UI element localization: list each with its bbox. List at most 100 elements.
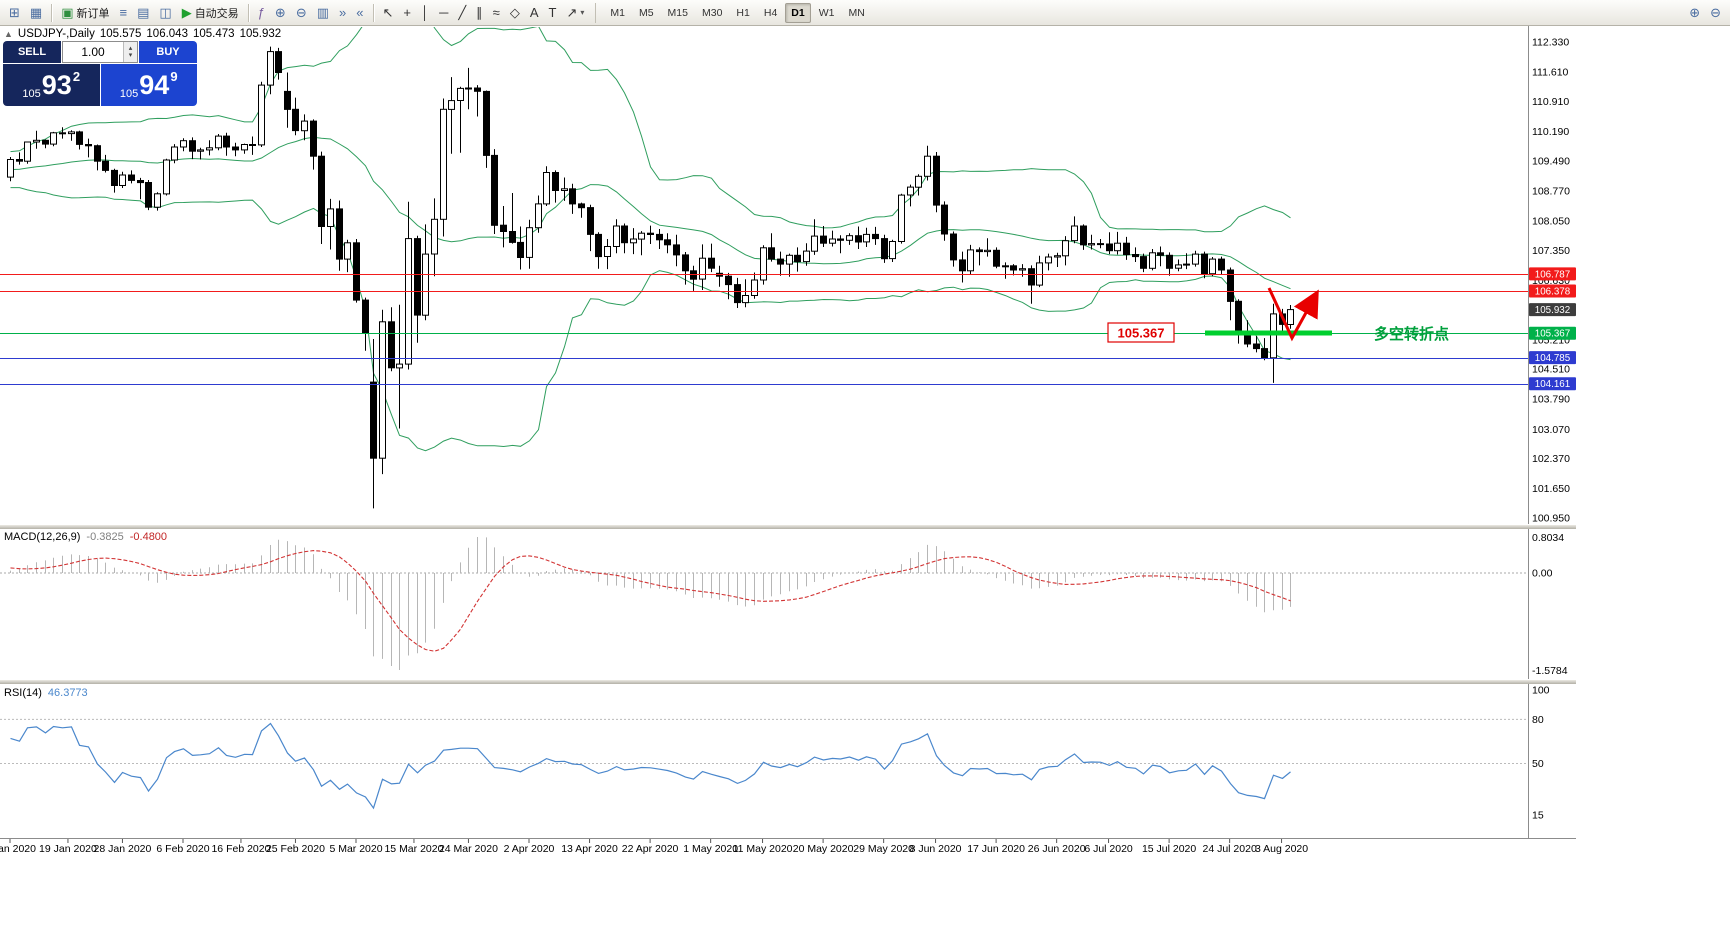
turning-point-trend-segment[interactable] bbox=[1205, 330, 1332, 336]
toolbar: ⊞ ▦ ▣ 新订单 ≡ ▤ ◫ ▶ 自动交易 ƒ ⊕ ⊖ ▥» «↖ + │ ─ ╱ ∥ ≈ ◇ A T ↗ ▾ M1 M5 M15… bbox=[0, 0, 1730, 26]
svg-text:105.932: 105.932 bbox=[1535, 305, 1570, 316]
svg-text:111.610: 111.610 bbox=[1532, 67, 1569, 79]
svg-text:103.790: 103.790 bbox=[1532, 394, 1570, 406]
svg-text:110.910: 110.910 bbox=[1532, 96, 1569, 108]
magnifier-plus-icon: ⊕ bbox=[1689, 4, 1701, 20]
buy-price-big: 94 bbox=[139, 69, 170, 100]
timeframe-m1-button[interactable]: M1 bbox=[610, 6, 625, 19]
chart-shift-icon: « bbox=[356, 4, 364, 20]
rsi-axis[interactable]: 100 80 50 15 bbox=[1532, 685, 1550, 822]
text-button[interactable]: A bbox=[526, 2, 543, 24]
navigator-icon: ◫ bbox=[159, 4, 172, 20]
autotrading-button[interactable]: ▶ 自动交易 bbox=[178, 2, 243, 24]
tile-windows-button[interactable]: ▥ bbox=[313, 2, 333, 24]
chart-ohlc-readout: ▲ USDJPY-,Daily 105.575 106.043 105.473 … bbox=[4, 28, 281, 40]
sell-price-display[interactable]: 105 93 2 bbox=[3, 64, 100, 106]
timeframe-h4-button[interactable]: H4 bbox=[763, 6, 778, 19]
new-chart-button[interactable]: ⊞ bbox=[5, 2, 24, 24]
timeframe-mn-button[interactable]: MN bbox=[848, 6, 865, 19]
crosshair-button[interactable]: + bbox=[399, 2, 415, 24]
navigator-button[interactable]: ◫ bbox=[155, 2, 175, 24]
svg-text:0.8034: 0.8034 bbox=[1532, 532, 1564, 544]
svg-text:2 Apr 2020: 2 Apr 2020 bbox=[504, 843, 555, 855]
buy-price-display[interactable]: 105 94 9 bbox=[100, 64, 197, 106]
macd-histogram bbox=[10, 537, 1291, 670]
chart-shift-button[interactable]: « bbox=[352, 2, 367, 24]
chart-symbol-period: USDJPY-,Daily bbox=[17, 28, 95, 40]
horizontal-lines[interactable] bbox=[0, 274, 1528, 385]
new-chart-icon: ⊞ bbox=[9, 4, 20, 20]
svg-text:11 May 2020: 11 May 2020 bbox=[733, 843, 793, 855]
svg-text:1 May 2020: 1 May 2020 bbox=[683, 843, 738, 855]
macd-axis[interactable]: 0.8034 0.00 -1.5784 bbox=[1532, 532, 1568, 677]
buy-price-prefix: 105 bbox=[119, 88, 139, 100]
cursor-button[interactable]: ↖ bbox=[379, 2, 398, 24]
shapes-button[interactable]: ◇ bbox=[506, 2, 524, 24]
vertical-line-button[interactable]: │ bbox=[417, 2, 433, 24]
data-window-button[interactable]: ▤ bbox=[133, 2, 153, 24]
fibonacci-button[interactable]: ≈ bbox=[489, 2, 504, 24]
fibonacci-icon: ≈ bbox=[492, 4, 500, 20]
data-window-icon: ▤ bbox=[137, 4, 150, 20]
new-order-button[interactable]: ▣ 新订单 bbox=[57, 2, 113, 24]
reversal-arrow[interactable] bbox=[1267, 287, 1319, 342]
toolbar-right-icons: ⊕ ⊖ bbox=[1684, 2, 1726, 24]
price-label-text: 105.367 bbox=[1118, 326, 1165, 341]
sell-price-prefix: 105 bbox=[22, 88, 41, 100]
price-axis[interactable]: 112.330 111.610 110.910 110.190 109.490 108.7… bbox=[1532, 37, 1570, 525]
svg-text:29 May 2020: 29 May 2020 bbox=[853, 843, 914, 855]
zoom-in-button[interactable]: ⊕ bbox=[271, 2, 290, 24]
timeframe-h1-button[interactable]: H1 bbox=[736, 6, 750, 19]
cursor-icon: ↖ bbox=[382, 4, 394, 20]
tile-windows-icon: ▥ bbox=[316, 4, 330, 20]
indicators-button[interactable]: ƒ bbox=[254, 2, 269, 24]
indicators-icon: ƒ bbox=[257, 4, 265, 20]
zoom-out-button[interactable]: ⊖ bbox=[292, 2, 311, 24]
lot-spinner-down-icon[interactable]: ▾ bbox=[128, 52, 133, 59]
arrows-button[interactable]: ↗ ▾ bbox=[562, 2, 588, 24]
trendline-button[interactable]: ╱ bbox=[454, 2, 470, 24]
horizontal-line-icon: ─ bbox=[439, 4, 449, 20]
timeframe-m30-button[interactable]: M30 bbox=[701, 6, 723, 19]
sell-button[interactable]: SELL bbox=[3, 41, 61, 63]
bollinger-bands bbox=[10, 27, 1291, 452]
ohlc-open: 105.575 bbox=[99, 28, 142, 40]
toolbar-separator bbox=[247, 3, 249, 22]
timeframe-m5-button[interactable]: M5 bbox=[638, 6, 654, 19]
channel-icon: ∥ bbox=[476, 4, 483, 20]
label-button[interactable]: T bbox=[544, 2, 560, 24]
candlesticks bbox=[7, 46, 1294, 509]
lot-size-value[interactable]: 1.00 bbox=[81, 45, 105, 59]
horizontal-line-button[interactable]: ─ bbox=[435, 2, 452, 24]
svg-text:-1.5784: -1.5784 bbox=[1532, 665, 1568, 677]
chart-icon: ▲ bbox=[4, 29, 13, 39]
price-label-box[interactable] bbox=[1107, 322, 1175, 343]
turning-point-label[interactable]: 多空转折点 bbox=[1374, 325, 1449, 343]
magnifier-minus-button[interactable]: ⊖ bbox=[1706, 2, 1725, 24]
pane-separator-rsi[interactable] bbox=[0, 679, 1576, 684]
svg-text:106.787: 106.787 bbox=[1535, 269, 1570, 280]
pane-separator-macd[interactable] bbox=[0, 524, 1576, 529]
ohlc-high: 106.043 bbox=[146, 28, 188, 40]
svg-text:110.190: 110.190 bbox=[1532, 126, 1569, 138]
timeframe-m15-button[interactable]: M15 bbox=[667, 6, 688, 19]
lot-spinner[interactable]: ▴ ▾ bbox=[123, 42, 137, 62]
svg-text:104.510: 104.510 bbox=[1532, 364, 1570, 376]
market-watch-button[interactable]: ≡ bbox=[116, 2, 132, 24]
channel-button[interactable]: ∥ bbox=[472, 2, 487, 24]
timeframe-d1-button[interactable]: D1 bbox=[785, 2, 811, 23]
buy-button[interactable]: BUY bbox=[139, 41, 197, 63]
svg-text:15 Jul 2020: 15 Jul 2020 bbox=[1142, 843, 1196, 855]
svg-text:13 Apr 2020: 13 Apr 2020 bbox=[561, 843, 618, 855]
lot-size-field[interactable]: 1.00 ▴ ▾ bbox=[62, 41, 138, 63]
magnifier-plus-button[interactable]: ⊕ bbox=[1685, 2, 1704, 24]
one-click-trading-panel: SELL 1.00 ▴ ▾ BUY 105 93 2 105 94 9 bbox=[3, 41, 197, 106]
price-badges: 106.787 106.378 105.367 104.785 104.161 105.9… bbox=[1529, 267, 1576, 391]
timeframe-w1-button[interactable]: W1 bbox=[818, 6, 835, 19]
auto-scroll-button[interactable]: » bbox=[335, 2, 350, 24]
lot-spinner-up-icon[interactable]: ▴ bbox=[128, 45, 133, 52]
chart-profiles-button[interactable]: ▦ bbox=[26, 2, 46, 24]
